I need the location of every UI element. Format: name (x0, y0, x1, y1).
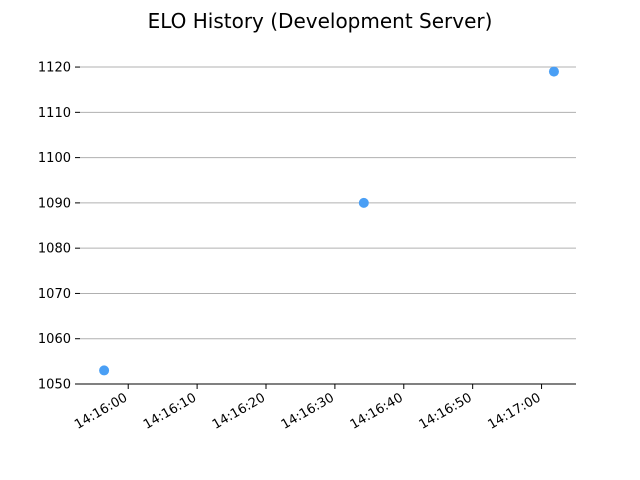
x-tick-label: 14:16:10 (141, 390, 199, 432)
y-tick-label: 1090 (38, 196, 71, 211)
axes (75, 66, 576, 389)
y-tick-label: 1080 (38, 242, 71, 257)
x-tick-label: 14:17:00 (485, 390, 543, 432)
x-tick-label: 14:16:30 (279, 390, 337, 432)
x-tick-label: 14:16:00 (72, 390, 130, 432)
data-point (358, 197, 369, 208)
data-point (99, 365, 110, 376)
y-tick-label: 1070 (38, 287, 71, 302)
y-tick-label: 1060 (38, 332, 71, 347)
x-tick-labels: 14:16:00 14:16:10 14:16:20 14:16:30 14:16:40… (72, 390, 543, 432)
y-tick-label: 1050 (38, 378, 71, 393)
x-tick-label: 14:16:40 (348, 390, 406, 432)
chart-title: ELO History (Development Server) (148, 9, 493, 33)
data-point (548, 66, 559, 77)
x-tick-label: 14:16:50 (417, 390, 475, 432)
x-tick-label: 14:16:20 (210, 390, 268, 432)
data-points (99, 66, 559, 376)
grid-lines (80, 66, 576, 340)
y-tick-label: 1120 (38, 61, 71, 76)
y-tick-label: 1100 (38, 151, 71, 166)
y-tick-label: 1110 (38, 106, 71, 121)
y-tick-labels: 1050 1060 1070 1080 1090 1100 1110 1120 (38, 61, 71, 393)
